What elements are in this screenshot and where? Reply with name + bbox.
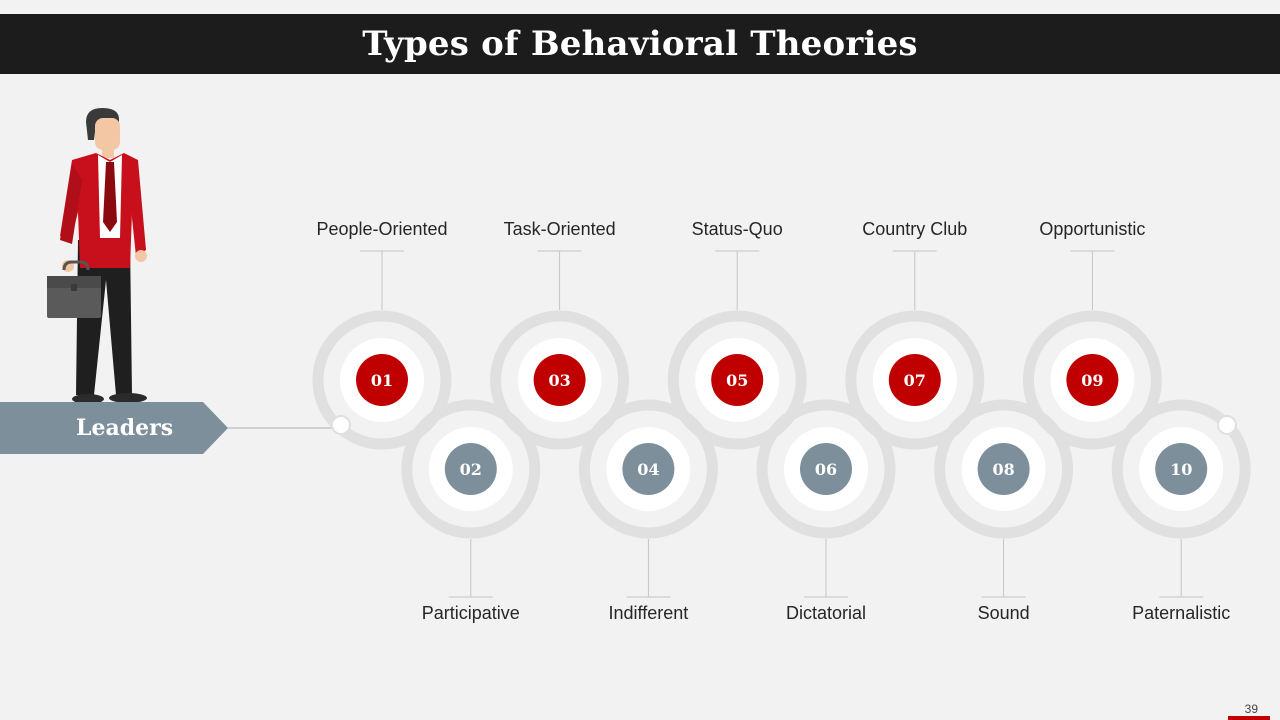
track-ring-05 xyxy=(667,310,807,450)
leaders-banner: Leaders xyxy=(0,402,228,454)
step-badge-07 xyxy=(888,354,941,406)
step-number-08: 08 xyxy=(992,460,1014,479)
step-label-02: Participative xyxy=(421,603,520,623)
businessman-figure xyxy=(47,108,147,404)
track-ring-06 xyxy=(756,399,896,539)
step-label-10: Paternalistic xyxy=(1132,603,1231,623)
track-end-dot xyxy=(1217,415,1237,435)
step-number-02: 02 xyxy=(460,460,482,479)
step-label-04: Indifferent xyxy=(608,603,689,623)
step-label-03: Task-Oriented xyxy=(503,219,616,239)
step-badge-05 xyxy=(711,354,764,406)
track-ring-02 xyxy=(401,399,541,539)
step-badge-01 xyxy=(356,354,408,406)
step-number-03: 03 xyxy=(548,371,570,390)
step-number-07: 07 xyxy=(904,371,926,390)
step-label-06: Dictatorial xyxy=(785,603,867,623)
step-label-01: People-Oriented xyxy=(316,219,448,239)
step-label-05: Status-Quo xyxy=(691,219,783,239)
step-number-06: 06 xyxy=(815,460,837,479)
step-number-09: 09 xyxy=(1081,371,1103,390)
step-badge-02 xyxy=(444,443,497,495)
track-ring-07 xyxy=(845,310,985,450)
track-ring-10 xyxy=(1111,399,1251,539)
step-label-08: Sound xyxy=(977,603,1030,623)
step-number-10: 10 xyxy=(1170,460,1192,479)
step-badge-06 xyxy=(800,443,852,495)
leaders-label: Leaders xyxy=(76,415,174,441)
page-number-underline xyxy=(1228,716,1270,720)
track-ring-09 xyxy=(1022,310,1162,450)
title-bar: Types of Behavioral Theories xyxy=(0,14,1280,74)
step-number-05: 05 xyxy=(726,371,748,390)
page-number: 39 xyxy=(1244,702,1258,716)
track-ring-08 xyxy=(934,399,1074,539)
step-badge-08 xyxy=(977,443,1030,495)
track-start-dot xyxy=(331,415,351,435)
page-title: Types of Behavioral Theories xyxy=(362,24,918,64)
track-ring-04 xyxy=(578,399,718,539)
step-badge-04 xyxy=(622,443,675,495)
track-ring-03 xyxy=(490,310,630,450)
step-number-04: 04 xyxy=(637,460,659,479)
step-number-01: 01 xyxy=(371,371,393,390)
step-badge-10 xyxy=(1155,443,1208,495)
step-label-07: Country Club xyxy=(862,219,968,239)
step-label-09: Opportunistic xyxy=(1039,219,1146,239)
step-badge-09 xyxy=(1066,354,1119,406)
track-ring-01 xyxy=(312,310,452,450)
step-badge-03 xyxy=(533,354,586,406)
